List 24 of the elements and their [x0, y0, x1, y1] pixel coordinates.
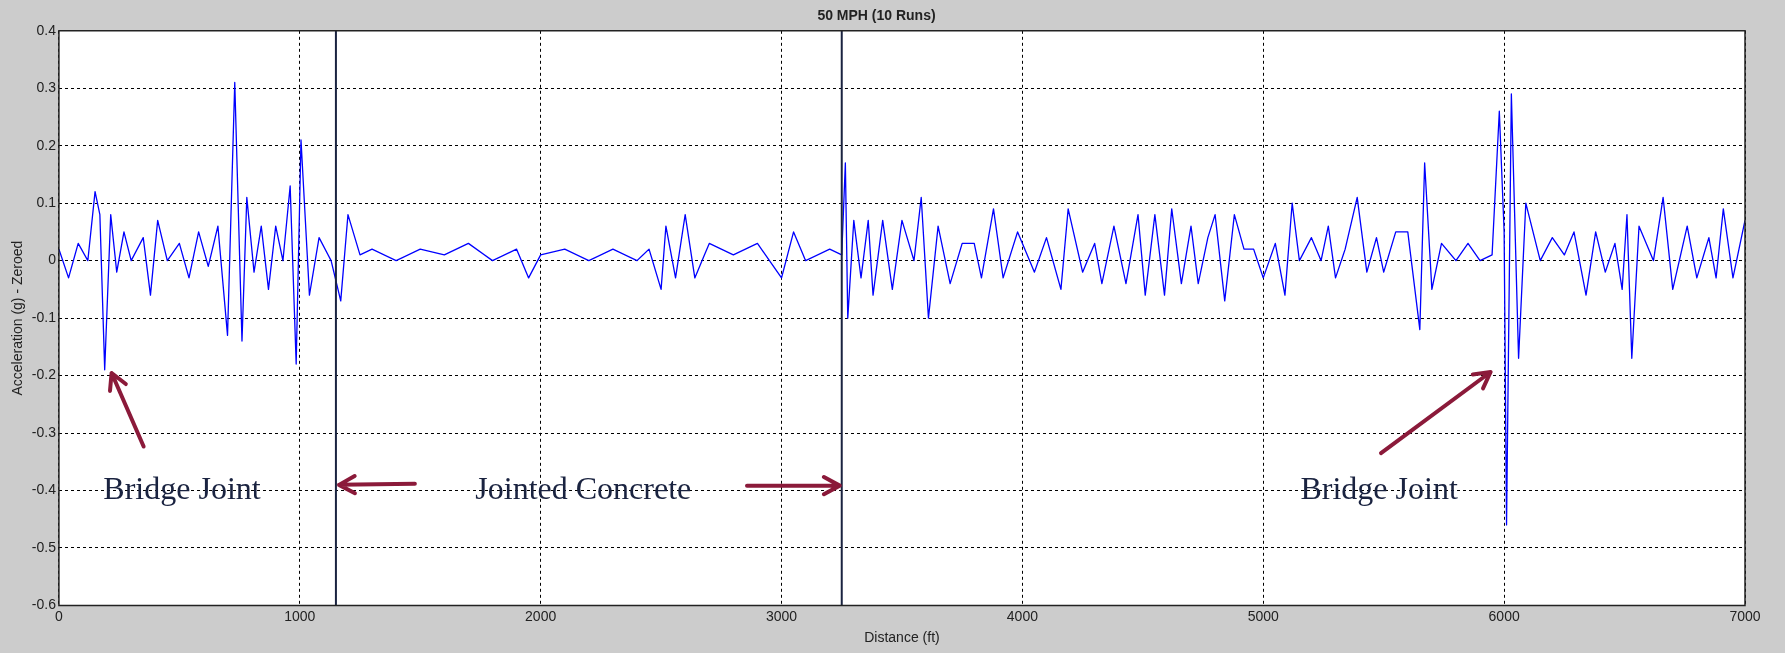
- x-tick-label: 2000: [525, 607, 557, 624]
- x-tick-label: 1000: [284, 607, 316, 624]
- annotation: Jointed Concrete: [475, 469, 692, 506]
- x-tick-label: 3000: [765, 607, 798, 624]
- chart-title: 50 MPH (10 Runs): [817, 7, 936, 24]
- y-tick-label: 0.1: [36, 194, 57, 211]
- annotation: Bridge Joint: [103, 469, 261, 506]
- y-tick-label: 0.4: [36, 21, 57, 38]
- y-tick-label: 0: [48, 251, 57, 268]
- y-tick-label: 0.3: [36, 79, 57, 96]
- y-axis-title: Acceleration (g) - Zeroed: [9, 240, 26, 396]
- x-axis-title: Distance (ft): [864, 629, 940, 646]
- y-tick-label: -0.5: [31, 538, 57, 555]
- y-tick-label: -0.4: [31, 481, 57, 498]
- x-tick-label: 5000: [1247, 607, 1280, 624]
- annotation: Bridge Joint: [1300, 469, 1458, 506]
- x-tick-label: 6000: [1488, 607, 1520, 624]
- y-tick-label: 0.2: [36, 136, 57, 153]
- x-tick-label: 7000: [1729, 607, 1761, 624]
- y-tick-label: -0.6: [31, 596, 57, 613]
- y-tick-label: -0.3: [31, 423, 57, 440]
- x-tick-label: 4000: [1006, 607, 1039, 624]
- y-tick-label: -0.2: [31, 366, 57, 383]
- y-tick-label: -0.1: [31, 308, 57, 325]
